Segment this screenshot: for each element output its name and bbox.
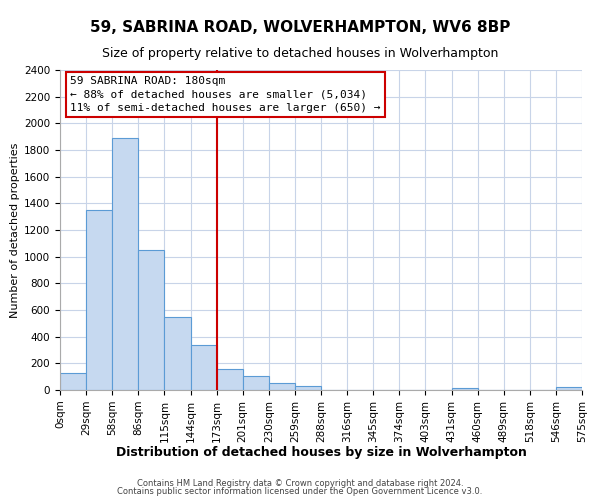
X-axis label: Distribution of detached houses by size in Wolverhampton: Distribution of detached houses by size … [116, 446, 526, 459]
Bar [60, 374, 86, 390]
Bar [191, 344, 217, 390]
Bar [269, 382, 295, 390]
Y-axis label: Number of detached properties: Number of detached properties [10, 142, 20, 318]
Bar [86, 210, 112, 390]
Text: Contains public sector information licensed under the Open Government Licence v3: Contains public sector information licen… [118, 487, 482, 496]
Text: 59 SABRINA ROAD: 180sqm
← 88% of detached houses are smaller (5,034)
11% of semi: 59 SABRINA ROAD: 180sqm ← 88% of detache… [70, 76, 381, 113]
Text: 59, SABRINA ROAD, WOLVERHAMPTON, WV6 8BP: 59, SABRINA ROAD, WOLVERHAMPTON, WV6 8BP [90, 20, 510, 35]
Bar [164, 316, 191, 390]
Bar [452, 388, 478, 390]
Bar [217, 368, 243, 390]
Bar [556, 388, 582, 390]
Bar [139, 250, 164, 390]
Text: Size of property relative to detached houses in Wolverhampton: Size of property relative to detached ho… [102, 48, 498, 60]
Bar [112, 138, 139, 390]
Text: Contains HM Land Registry data © Crown copyright and database right 2024.: Contains HM Land Registry data © Crown c… [137, 478, 463, 488]
Bar [243, 376, 269, 390]
Bar [295, 386, 321, 390]
